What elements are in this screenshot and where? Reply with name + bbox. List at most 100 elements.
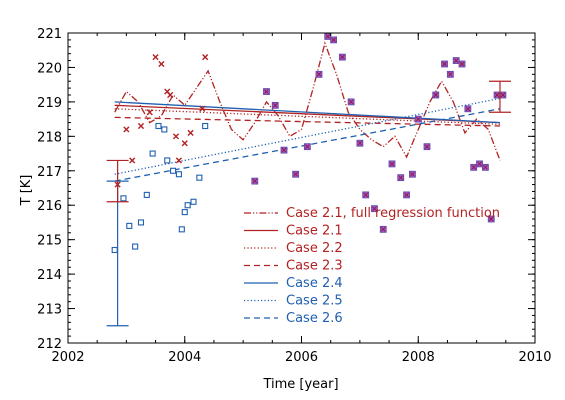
square-marker: [155, 122, 162, 130]
filled-marker: [397, 174, 405, 182]
x-marker: [175, 157, 183, 164]
filled-marker: [379, 225, 387, 233]
points-layer: [111, 33, 507, 254]
y-tick-label: 217: [37, 165, 62, 180]
legend-item: Case 2.1, full regression function: [244, 206, 500, 221]
square-marker: [170, 167, 177, 174]
filled-marker: [476, 160, 483, 168]
y-tick-label: 215: [37, 234, 62, 249]
y-tick-label: 219: [37, 96, 62, 111]
legend-label: Case 2.3: [286, 259, 343, 274]
filled-marker: [280, 146, 288, 154]
filled-marker: [432, 91, 440, 99]
filled-marker: [499, 91, 507, 99]
legend-label: Case 2.4: [286, 276, 343, 291]
legend-item: Case 2.6: [244, 311, 343, 326]
filled-marker: [487, 215, 495, 223]
square-marker: [111, 246, 118, 254]
y-tick-label: 212: [37, 337, 62, 352]
x-marker: [202, 54, 209, 61]
filled-marker: [347, 98, 355, 106]
x-marker: [152, 54, 159, 61]
square-marker: [132, 243, 139, 250]
square-marker: [178, 226, 185, 233]
series-line-7: [114, 108, 501, 182]
x-tick-label: 2002: [51, 350, 84, 365]
x-tick-label: 2008: [402, 350, 435, 365]
filled-marker: [446, 70, 454, 78]
filled-marker: [292, 170, 300, 178]
x-marker: [199, 105, 206, 112]
x-marker: [167, 91, 174, 99]
x-marker: [172, 133, 180, 140]
square-marker: [126, 222, 133, 229]
error-bar: [488, 80, 511, 113]
filled-marker: [423, 143, 431, 151]
filled-marker: [324, 33, 332, 40]
axes-layer: 2002 2004 2006 2008 2010 212 213 214 215 216 217 21…: [37, 27, 551, 365]
y-axis-title: T [K]: [19, 175, 34, 207]
square-marker: [184, 202, 191, 209]
legend-item: Case 2.1: [244, 224, 343, 239]
x-marker: [137, 122, 145, 130]
square-marker: [149, 150, 156, 157]
square-marker: [181, 209, 188, 216]
square-marker: [175, 171, 182, 178]
filled-marker: [303, 143, 311, 151]
x-tick-label: 2010: [518, 350, 551, 365]
y-tick-label: 214: [37, 268, 62, 283]
filled-marker: [263, 88, 270, 95]
filled-marker: [403, 191, 410, 199]
filled-marker: [371, 205, 378, 213]
y-tick-label: 221: [37, 27, 62, 42]
filled-marker: [414, 115, 422, 123]
legend-label: Case 2.2: [286, 241, 343, 256]
errorbar-layer: [106, 80, 511, 327]
square-marker: [143, 191, 150, 198]
filled-marker: [481, 163, 489, 171]
x-marker: [181, 140, 188, 147]
legend-label: Case 2.6: [286, 311, 343, 326]
filled-marker: [362, 191, 370, 199]
filled-marker: [409, 170, 416, 178]
series-layer: [114, 41, 501, 182]
x-marker: [129, 157, 136, 164]
legend: Case 2.1, full regression function Case 2…: [244, 206, 500, 326]
filled-marker: [470, 163, 478, 171]
y-tick-label: 216: [37, 199, 62, 214]
series-line-4: [114, 116, 501, 127]
filled-marker: [388, 160, 396, 168]
filled-marker: [493, 91, 501, 99]
square-marker: [120, 195, 127, 202]
square-marker: [196, 174, 203, 181]
legend-item: Case 2.5: [244, 294, 343, 309]
x-tick-label: 2006: [285, 350, 318, 365]
legend-label: Case 2.1: [286, 224, 343, 239]
x-marker: [158, 60, 165, 68]
x-marker: [123, 126, 130, 133]
square-marker: [137, 219, 145, 226]
y-tick-label: 220: [37, 61, 62, 76]
legend-item: Case 2.4: [244, 276, 343, 291]
legend-label: Case 2.5: [286, 294, 343, 309]
series-line-5: [114, 101, 501, 124]
legend-item: Case 2.2: [244, 241, 343, 256]
x-tick-label: 2004: [168, 350, 201, 365]
x-marker: [187, 129, 194, 136]
legend-label: Case 2.1, full regression function: [286, 206, 500, 221]
filled-marker: [330, 36, 338, 44]
filled-marker: [338, 53, 346, 61]
filled-marker: [251, 177, 259, 185]
series-line-1: [114, 41, 501, 161]
filled-marker: [441, 60, 448, 68]
square-marker: [202, 122, 209, 130]
error-bar: [106, 159, 129, 203]
series-line-6: [114, 97, 501, 175]
filled-marker: [315, 70, 323, 78]
square-marker: [164, 157, 171, 164]
square-marker: [190, 198, 197, 205]
filled-marker: [356, 139, 364, 147]
filled-marker: [271, 101, 279, 109]
x-marker: [146, 109, 153, 116]
